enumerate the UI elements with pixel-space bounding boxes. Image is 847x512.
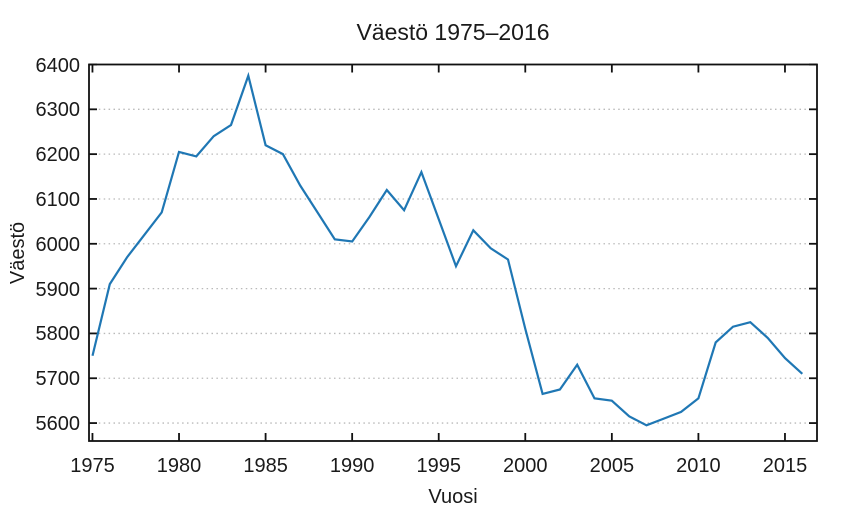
plot-frame [88, 63, 818, 442]
x-axis-label: Vuosi [428, 486, 478, 508]
x-tick-label: 1975 [70, 455, 115, 477]
y-tick-label: 6300 [35, 99, 81, 122]
y-tick-label: 5900 [35, 278, 81, 301]
x-tick-label: 2000 [503, 455, 548, 477]
data-line [91, 71, 804, 427]
y-tick-label: 5800 [35, 323, 81, 346]
x-tick-label: 1990 [329, 455, 375, 477]
x-tick-label: 2010 [676, 455, 721, 477]
x-tick-label: 1995 [416, 455, 461, 477]
y-tick-label: 5700 [35, 368, 81, 391]
y-tick-label: 6100 [35, 188, 81, 211]
x-tick-label: 1980 [156, 455, 202, 477]
y-tick-label: 6400 [35, 54, 81, 77]
y-tick-label: 6000 [35, 233, 81, 256]
x-tick-label: 1985 [243, 455, 288, 477]
y-tick-label: 5600 [35, 413, 81, 436]
x-tick-label: 2015 [762, 455, 808, 477]
y-tick-label: 6200 [35, 144, 81, 167]
x-tick-label: 2005 [589, 455, 635, 477]
chart-title: Väestö 1975–2016 [356, 19, 550, 45]
